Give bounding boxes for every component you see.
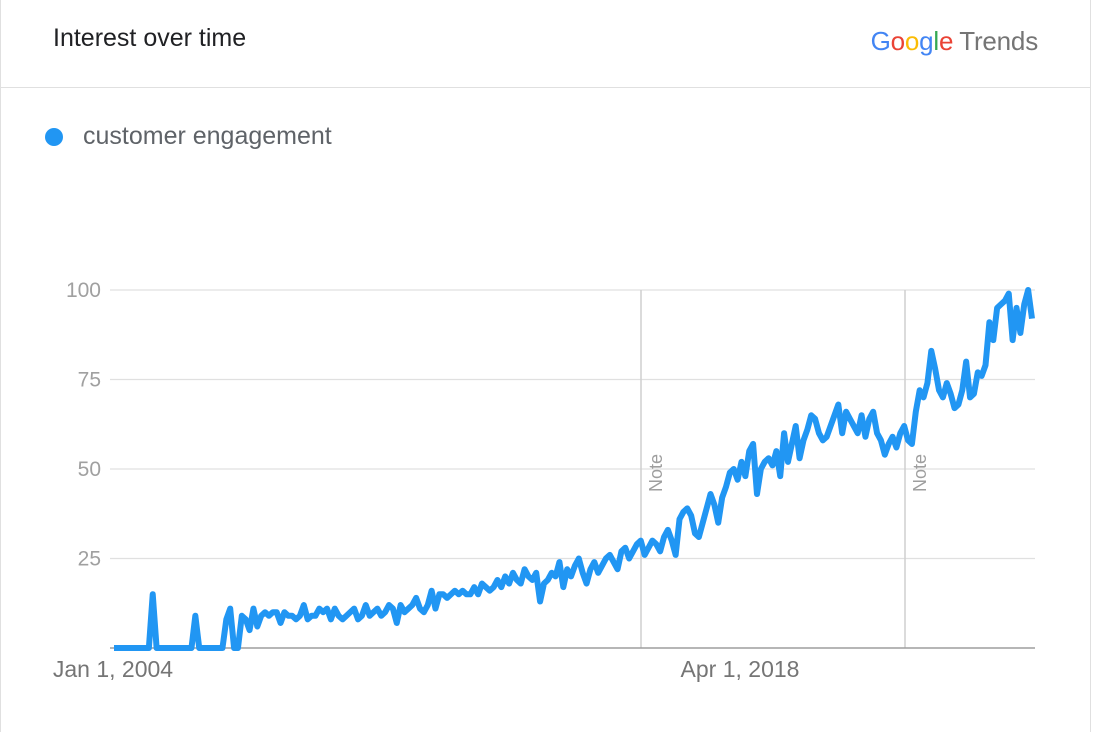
y-tick-label: 25 xyxy=(78,548,101,571)
x-tick-label: Jan 1, 2004 xyxy=(53,656,173,682)
card-title: Interest over time xyxy=(53,24,247,52)
chart-legend: customer engagement xyxy=(45,122,332,151)
note-marker-label: Note xyxy=(646,454,666,492)
google-logo-letter: o xyxy=(904,26,920,56)
legend-series-label: customer engagement xyxy=(83,122,332,150)
google-logo-letter: e xyxy=(938,26,954,56)
note-marker-label: Note xyxy=(910,454,930,492)
google-logo-letter: l xyxy=(933,26,939,56)
legend-series-marker xyxy=(45,127,63,146)
y-tick-label: 50 xyxy=(78,458,101,481)
google-logo-letter: g xyxy=(919,26,934,56)
trends-logo-text: Trends xyxy=(959,26,1038,56)
card-header: Interest over time Google Trends xyxy=(1,0,1090,88)
y-tick-label: 100 xyxy=(66,279,101,302)
series-line-customer-engagement xyxy=(114,287,1035,651)
google-logo-letter: G xyxy=(870,26,891,56)
x-tick-label: Apr 1, 2018 xyxy=(681,656,800,682)
google-logo-text: Google xyxy=(871,26,954,56)
google-trends-logo: Google Trends xyxy=(871,26,1039,57)
google-logo-letter: o xyxy=(890,26,905,56)
y-tick-label: 75 xyxy=(78,369,101,392)
